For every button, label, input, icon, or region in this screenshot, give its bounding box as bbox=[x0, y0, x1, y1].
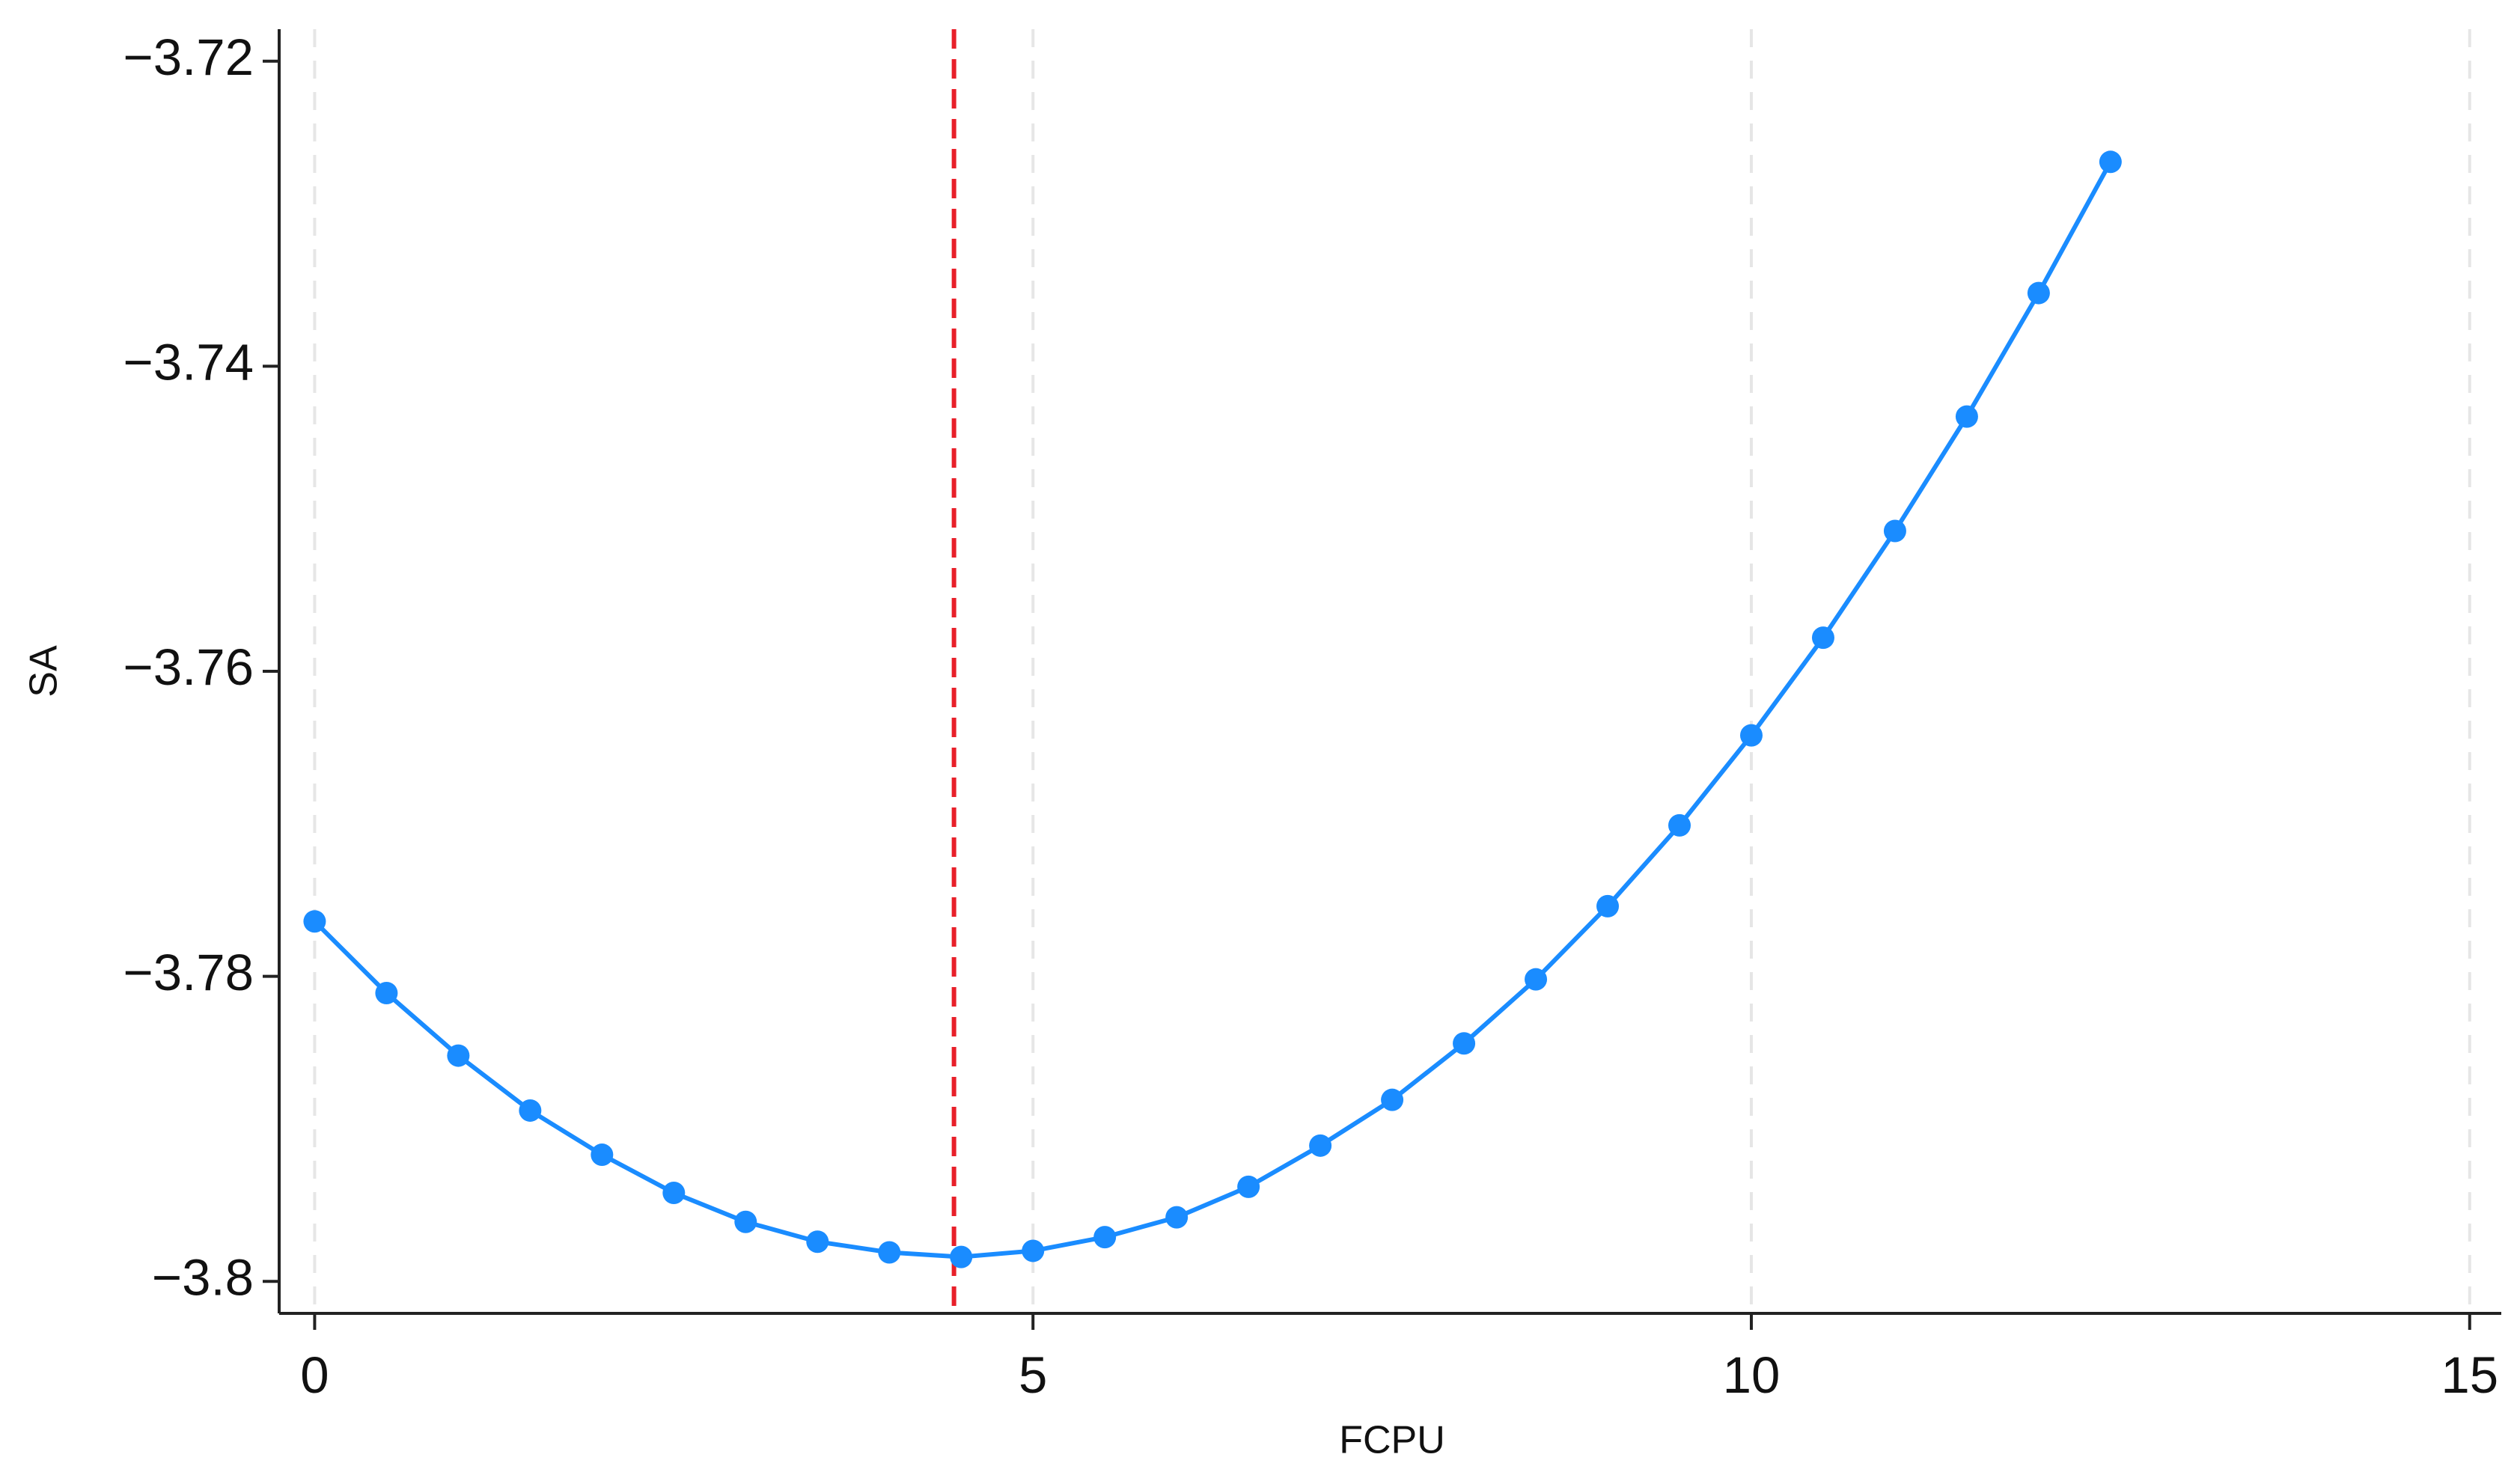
series-line bbox=[313, 160, 2113, 1259]
point bbox=[2027, 281, 2050, 305]
point bbox=[1811, 626, 1834, 650]
point bbox=[1237, 1175, 1260, 1198]
point bbox=[1883, 519, 1906, 543]
y-tick-label: −3.8 bbox=[152, 1248, 254, 1306]
point bbox=[1525, 968, 1548, 991]
y-tick-label: −3.76 bbox=[123, 638, 254, 696]
point bbox=[1668, 813, 1691, 837]
y-tick-label: −3.74 bbox=[123, 334, 254, 391]
point bbox=[591, 1143, 614, 1167]
point bbox=[447, 1044, 470, 1067]
point bbox=[878, 1241, 901, 1264]
y-tick-label: −3.72 bbox=[123, 28, 254, 86]
point bbox=[1165, 1206, 1189, 1229]
point bbox=[1093, 1226, 1117, 1249]
point bbox=[662, 1181, 686, 1204]
point bbox=[806, 1230, 829, 1254]
point bbox=[1022, 1239, 1045, 1262]
x-tick-label: 10 bbox=[1723, 1346, 1781, 1404]
point bbox=[1453, 1032, 1476, 1055]
point bbox=[1381, 1088, 1404, 1111]
x-axis-label: FCPU bbox=[1339, 1419, 1445, 1462]
point bbox=[1955, 405, 1978, 428]
point bbox=[950, 1245, 973, 1268]
point bbox=[1309, 1134, 1332, 1157]
x-tick-label: 5 bbox=[1019, 1346, 1047, 1404]
point bbox=[519, 1099, 542, 1122]
point bbox=[303, 910, 326, 933]
x-tick-label: 0 bbox=[300, 1346, 329, 1404]
y-axis-label: SA bbox=[22, 645, 66, 697]
x-tick-label: 15 bbox=[2441, 1346, 2498, 1404]
point bbox=[1739, 724, 1763, 747]
point bbox=[375, 982, 398, 1005]
point bbox=[2099, 150, 2122, 174]
point bbox=[1596, 894, 1620, 917]
y-tick-label: −3.78 bbox=[123, 944, 254, 1001]
point bbox=[734, 1210, 757, 1233]
